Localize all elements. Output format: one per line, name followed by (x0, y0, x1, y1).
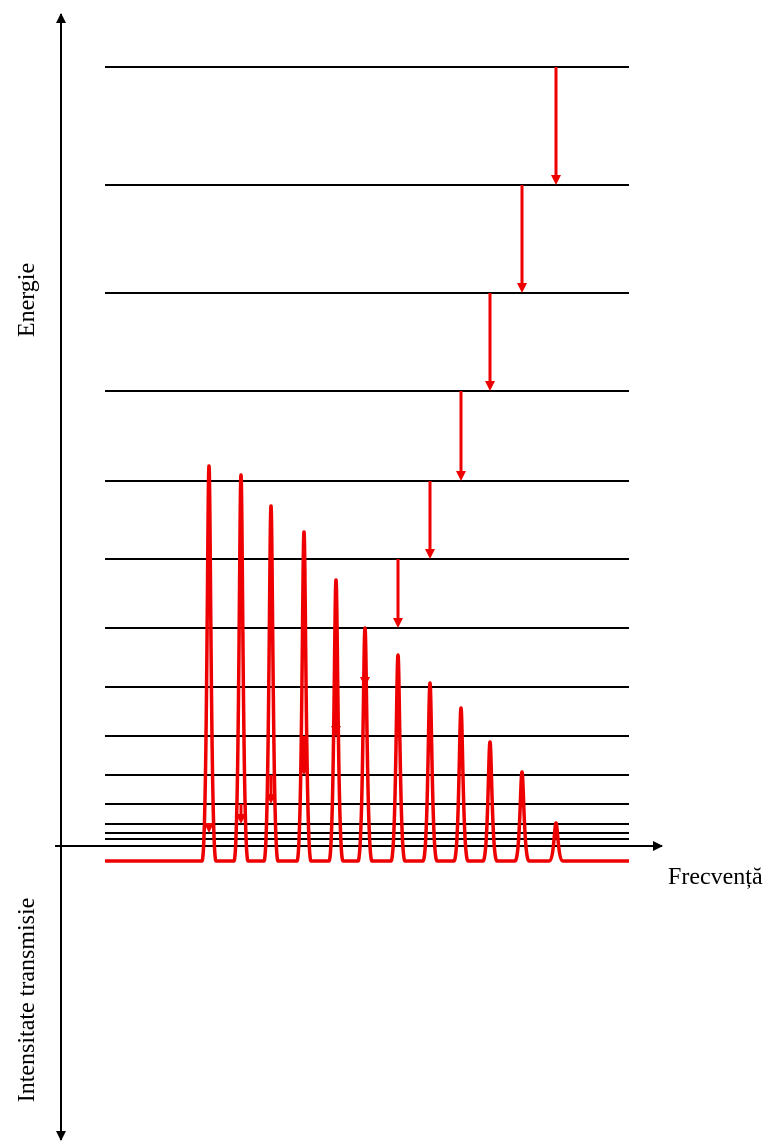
transition-arrow-12 (204, 823, 214, 833)
energy-axis-label: Energie (14, 263, 40, 337)
transmission-spectrum (105, 464, 629, 863)
transition-arrow-4 (456, 391, 466, 481)
transition-arrow-1 (551, 67, 561, 185)
intensity-axis-label: Intensitate transmisie (14, 898, 40, 1103)
transition-arrow-3 (485, 293, 495, 391)
transition-arrow-11 (236, 804, 246, 824)
transition-arrows (204, 67, 561, 833)
transition-arrow-5 (425, 481, 435, 559)
transition-arrow-2 (517, 185, 527, 293)
frequency-axis-label: Frecvență (668, 864, 763, 890)
transition-arrow-6 (393, 559, 403, 628)
